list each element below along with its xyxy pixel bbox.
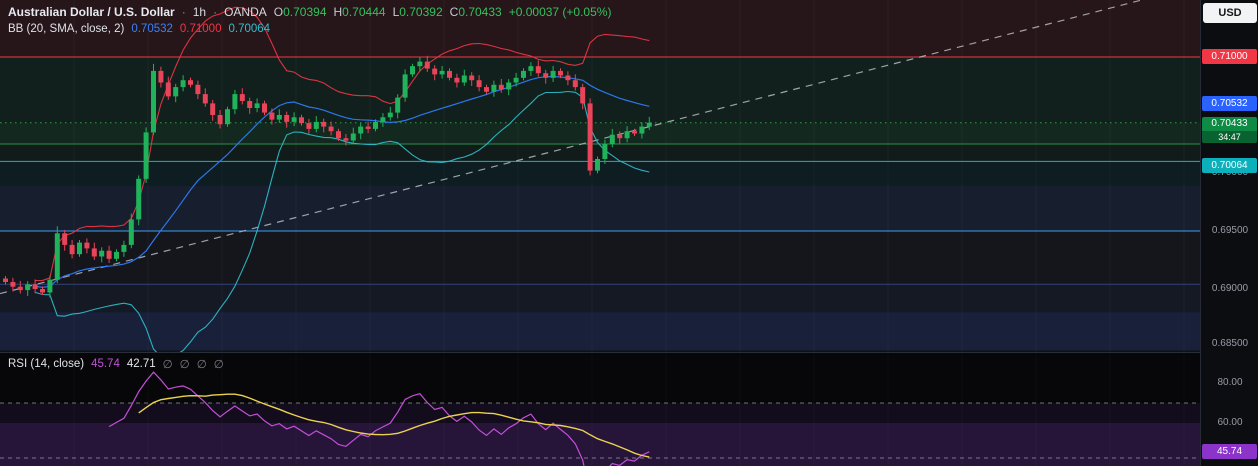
bb-lower-band-line[interactable] <box>34 90 650 353</box>
pane-divider[interactable] <box>0 352 1258 353</box>
price-tick: 0.69500 <box>1211 225 1249 236</box>
price-scale[interactable]: USD 0.71000 0.70532 0.70433 34:47 0.7006… <box>1200 0 1258 466</box>
bb-upper-value: 0.71000 <box>179 23 222 35</box>
trend-line[interactable] <box>0 0 1155 295</box>
price-label-text: 0.70064 <box>1211 159 1248 171</box>
rsi-ma-line[interactable] <box>138 393 650 458</box>
rsi-value: 45.74 <box>91 358 120 370</box>
bar-countdown: 34:47 <box>1202 130 1257 143</box>
price-label-text: 0.70532 <box>1211 98 1248 110</box>
price-chart-canvas[interactable] <box>0 0 1200 352</box>
high-key: H <box>333 5 343 19</box>
exchange-label: OANDA <box>224 5 267 19</box>
rsi-indicator-legend[interactable]: RSI (14, close) 45.74 42.71 ∅ ∅ ∅ ∅ <box>8 357 224 371</box>
ohlc-high: H0.70444 <box>334 5 386 19</box>
bb-legend-name: BB (20, SMA, close, 2) <box>8 23 125 35</box>
price-label-bb-upper: 0.71000 <box>1202 49 1257 64</box>
interval-label[interactable]: 1h <box>192 5 207 19</box>
price-label-text: 0.71000 <box>1211 51 1248 62</box>
price-tick: 0.68500 <box>1211 338 1249 349</box>
rsi-pane[interactable]: RSI (14, close) 45.74 42.71 ∅ ∅ ∅ ∅ <box>0 353 1200 466</box>
rsi-chart-canvas[interactable] <box>0 353 1200 466</box>
low-key: L <box>392 5 400 19</box>
rsi-tick: 60.00 <box>1217 417 1243 428</box>
ohlc-open: O0.70394 <box>274 5 327 19</box>
high-value: 0.70444 <box>342 5 386 19</box>
rsi-value-label: 45.74 <box>1202 443 1257 459</box>
ohlc-low: L0.70392 <box>393 5 443 19</box>
bb-indicator-legend[interactable]: BB (20, SMA, close, 2) 0.70532 0.71000 0… <box>8 23 270 35</box>
price-tick: 0.69000 <box>1211 283 1249 294</box>
change-label: +0.00037 (+0.05%) <box>508 5 612 19</box>
symbol-legend: Australian Dollar / U.S. Dollar · 1h · O… <box>8 5 611 19</box>
rsi-label-text: 45.74 <box>1216 445 1243 457</box>
price-label-bb-lower: 0.70064 <box>1202 157 1257 173</box>
bb-basis-value: 0.70532 <box>131 23 173 35</box>
rsi-ma-value: 42.71 <box>126 358 156 370</box>
currency-button[interactable]: USD <box>1203 3 1257 23</box>
price-chart-pane[interactable]: Australian Dollar / U.S. Dollar · 1h · O… <box>0 0 1200 352</box>
rsi-empty-value: ∅ <box>179 359 190 371</box>
bb-lower-value: 0.70064 <box>228 23 271 35</box>
rsi-tick: 80.00 <box>1217 377 1243 388</box>
rsi-empty-value: ∅ <box>213 359 224 371</box>
rsi-line[interactable] <box>108 371 650 466</box>
price-label-last-price: 0.70433 34:47 <box>1202 116 1257 143</box>
rsi-legend-name: RSI (14, close) <box>8 358 85 370</box>
legend-separator: · <box>213 5 218 19</box>
rsi-empty-value: ∅ <box>162 359 173 371</box>
rsi-empty-value: ∅ <box>196 359 207 371</box>
price-label-bb-basis: 0.70532 <box>1202 96 1257 112</box>
open-key: O <box>273 5 284 19</box>
price-label-text: 0.70433 <box>1211 117 1248 129</box>
candles-layer[interactable] <box>3 55 652 298</box>
close-value: 0.70433 <box>458 5 502 19</box>
close-key: C <box>449 5 459 19</box>
low-value: 0.70392 <box>399 5 443 19</box>
price-tick: 0.70000 <box>1211 167 1249 178</box>
open-value: 0.70394 <box>283 5 327 19</box>
legend-separator: · <box>181 5 186 19</box>
ohlc-close: C0.70433 <box>450 5 502 19</box>
symbol-title[interactable]: Australian Dollar / U.S. Dollar <box>8 5 175 19</box>
